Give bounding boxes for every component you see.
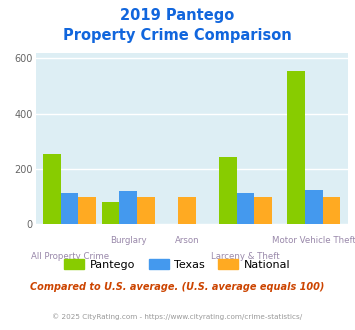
Text: Property Crime Comparison: Property Crime Comparison (63, 28, 292, 43)
Bar (43, 154, 61, 224)
Text: All Property Crime: All Property Crime (31, 252, 109, 261)
Bar (119, 191, 137, 224)
Legend: Pantego, Texas, National: Pantego, Texas, National (60, 255, 295, 274)
Text: Burglary: Burglary (110, 236, 147, 246)
Bar (287, 71, 305, 224)
Text: Larceny & Theft: Larceny & Theft (211, 252, 280, 261)
Bar (236, 193, 254, 224)
Bar (219, 157, 236, 224)
Bar (61, 193, 78, 224)
Bar (78, 197, 96, 224)
Bar (305, 190, 322, 224)
Text: © 2025 CityRating.com - https://www.cityrating.com/crime-statistics/: © 2025 CityRating.com - https://www.city… (53, 314, 302, 320)
Bar (137, 197, 155, 224)
Text: Arson: Arson (175, 236, 199, 246)
Text: 2019 Pantego: 2019 Pantego (120, 8, 235, 23)
Text: Compared to U.S. average. (U.S. average equals 100): Compared to U.S. average. (U.S. average … (30, 282, 325, 292)
Bar (102, 202, 119, 224)
Bar (254, 197, 272, 224)
Bar (322, 197, 340, 224)
Text: Motor Vehicle Theft: Motor Vehicle Theft (272, 236, 355, 246)
Bar (178, 197, 196, 224)
